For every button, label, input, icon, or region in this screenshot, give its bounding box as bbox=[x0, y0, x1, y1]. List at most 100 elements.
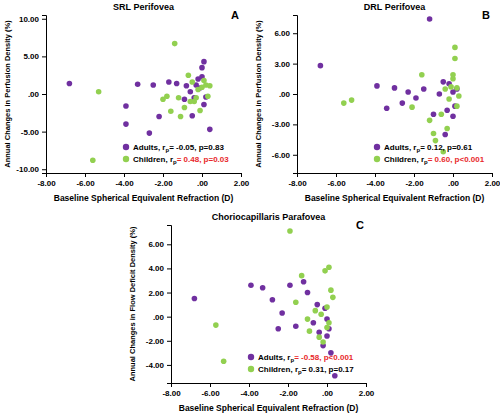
point bbox=[307, 328, 313, 334]
legend-entry: Adults, rp= -0.05, p=0.83 bbox=[123, 143, 225, 153]
x-axis: -8.00-6.00-4.00-2.00.002.00 bbox=[162, 383, 374, 398]
point bbox=[400, 100, 406, 106]
y-tick: .00 bbox=[153, 313, 171, 322]
point bbox=[305, 290, 311, 296]
point bbox=[454, 103, 460, 109]
x-tick: .00 bbox=[322, 383, 334, 398]
y-axis-title: Annual Changes in Flow Deficit Density (… bbox=[128, 226, 137, 382]
legend-marker bbox=[123, 144, 129, 150]
x-tick-label: -6.00 bbox=[327, 179, 346, 188]
y-tick: -2.00 bbox=[146, 337, 171, 346]
y-tick-mark bbox=[42, 132, 46, 133]
point bbox=[221, 358, 227, 364]
y-tick-mark bbox=[167, 268, 171, 269]
point bbox=[123, 121, 129, 127]
point bbox=[275, 326, 281, 332]
panel: -8.00-6.00-4.00-2.00.002.00-10.00-5.00.0… bbox=[3, 2, 250, 203]
point bbox=[324, 333, 330, 339]
y-tick: -5.00 bbox=[21, 128, 46, 137]
point bbox=[201, 102, 207, 108]
y-tick: -4.00 bbox=[146, 361, 171, 370]
point bbox=[427, 118, 433, 124]
point bbox=[405, 89, 411, 95]
panel-label: B bbox=[482, 9, 490, 21]
point bbox=[450, 89, 456, 95]
y-tick-label: .00 bbox=[153, 313, 165, 322]
y-tick-label: .00 bbox=[28, 90, 40, 99]
x-tick-label: .00 bbox=[197, 179, 209, 188]
x-tick-mark bbox=[163, 173, 164, 177]
y-tick-mark bbox=[293, 64, 297, 65]
x-tick: -4.00 bbox=[115, 173, 134, 188]
point bbox=[454, 85, 460, 91]
y-axis: -6.00-3.00.003.006.00 bbox=[272, 16, 298, 174]
point bbox=[450, 72, 456, 78]
series bbox=[341, 45, 462, 155]
y-tick: 6.00 bbox=[148, 240, 171, 249]
point bbox=[421, 86, 427, 92]
point bbox=[147, 130, 153, 136]
legend-marker bbox=[123, 156, 129, 162]
y-axis-title: Annual Changes in Perfusion Density (%) bbox=[254, 20, 263, 168]
x-tick-mark bbox=[336, 173, 337, 177]
x-tick-label: -2.00 bbox=[405, 179, 424, 188]
point bbox=[341, 100, 347, 106]
y-tick: .00 bbox=[279, 90, 297, 99]
y-tick-label: 6.00 bbox=[274, 29, 290, 38]
x-tick: -4.00 bbox=[366, 173, 385, 188]
y-tick-mark bbox=[167, 317, 171, 318]
y-tick-label: 3.00 bbox=[274, 60, 290, 69]
point bbox=[293, 324, 299, 330]
series bbox=[318, 16, 460, 137]
panel: -8.00-6.00-4.00-2.00.002.00-4.00-2.00.00… bbox=[128, 212, 375, 413]
y-tick-mark bbox=[42, 19, 46, 20]
y-tick: 5.00 bbox=[23, 52, 46, 61]
point bbox=[287, 228, 293, 234]
point bbox=[299, 273, 305, 279]
point bbox=[324, 325, 330, 331]
point bbox=[270, 297, 276, 303]
x-tick-label: -2.00 bbox=[154, 179, 173, 188]
series bbox=[213, 228, 336, 364]
legend-entry: Adults, rp= 0.12, p=0.61 bbox=[374, 143, 473, 153]
x-tick-mark bbox=[288, 383, 289, 387]
y-tick-label: .00 bbox=[279, 90, 291, 99]
point bbox=[384, 105, 390, 111]
x-tick: -6.00 bbox=[201, 383, 220, 398]
point bbox=[328, 287, 334, 293]
legend-text: Adults, r bbox=[133, 143, 165, 152]
x-tick-label: .00 bbox=[322, 389, 334, 398]
legend-marker bbox=[248, 366, 254, 372]
point bbox=[313, 308, 319, 314]
legend-entry: Adults, rp= -0.58, p<0.001 bbox=[248, 353, 354, 363]
legend-entry: Children, rp= 0.60, p<0.001 bbox=[374, 155, 485, 165]
point bbox=[156, 114, 162, 120]
point bbox=[213, 322, 219, 328]
legend-stat: = 0.60, p<0.001 bbox=[428, 155, 485, 164]
legend-entry: Children, rp= 0.48, p=0.03 bbox=[123, 155, 229, 165]
legend-label: Adults, rp= 0.12, p=0.61 bbox=[384, 143, 473, 153]
x-tick-mark bbox=[202, 173, 203, 177]
legend-text: Children, r bbox=[258, 365, 298, 374]
x-tick: -4.00 bbox=[240, 383, 259, 398]
point bbox=[413, 95, 419, 101]
point bbox=[199, 65, 205, 71]
figure: -8.00-6.00-4.00-2.00.002.00-10.00-5.00.0… bbox=[0, 0, 500, 417]
legend: Adults, rp= 0.12, p=0.61 Children, rp= 0.… bbox=[374, 143, 485, 165]
x-tick: -6.00 bbox=[76, 173, 95, 188]
point bbox=[311, 320, 317, 326]
x-axis-line bbox=[172, 384, 367, 388]
point bbox=[192, 296, 198, 302]
title: DRL Perifovea bbox=[364, 2, 426, 12]
y-tick-label: -2.00 bbox=[146, 337, 165, 346]
point bbox=[188, 99, 194, 105]
y-tick-mark bbox=[167, 293, 171, 294]
x-tick: -8.00 bbox=[37, 173, 56, 188]
panel: -8.00-6.00-4.00-2.00.002.00-6.00-3.00.00… bbox=[254, 2, 500, 203]
x-tick-mark bbox=[210, 383, 211, 387]
point bbox=[67, 81, 73, 87]
x-axis: -8.00-6.00-4.00-2.00.002.00 bbox=[37, 173, 249, 188]
point bbox=[318, 63, 324, 69]
point bbox=[197, 108, 203, 114]
point bbox=[450, 113, 456, 119]
